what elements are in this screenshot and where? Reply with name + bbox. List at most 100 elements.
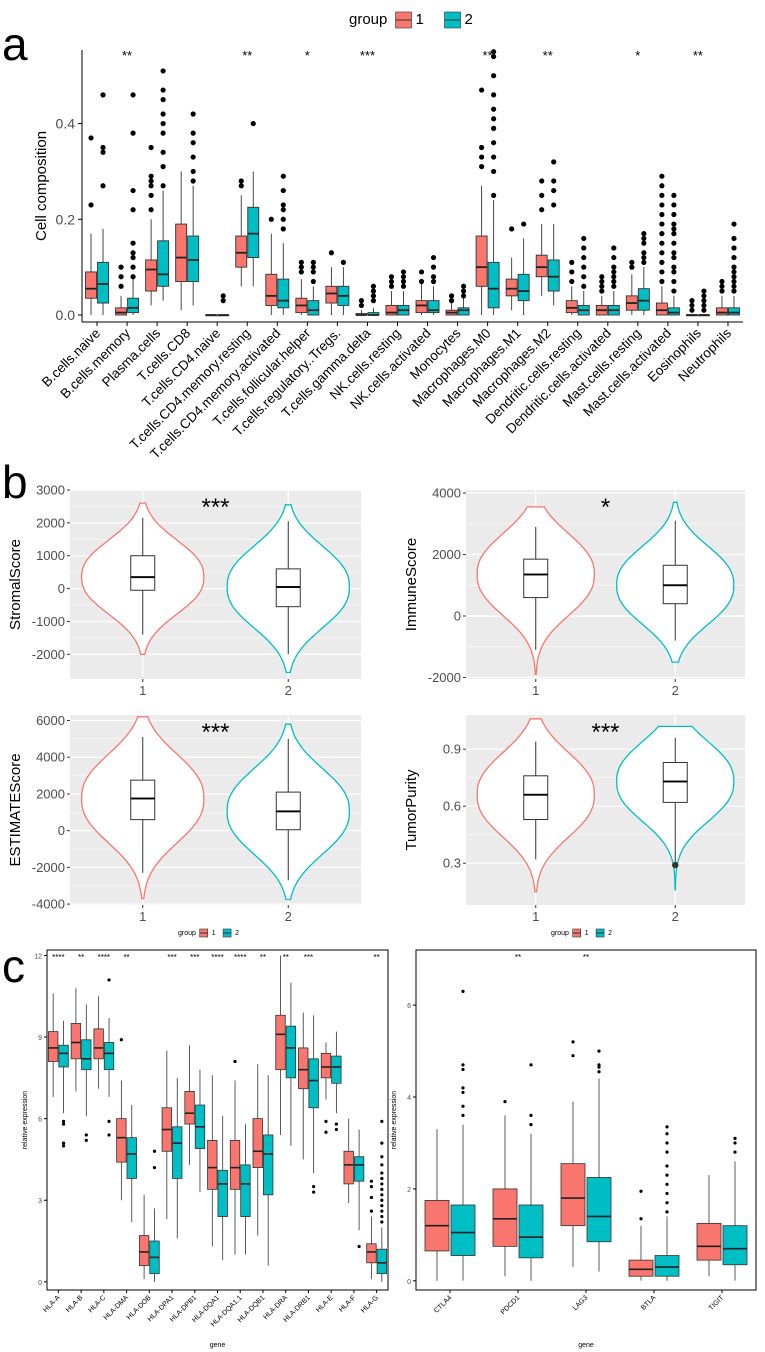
panel-label-a: a [2,18,28,70]
a-outlier-point [731,278,737,285]
legend-title: group [349,11,387,28]
b1-x-tick-label: 2 [285,683,292,698]
a-outlier-point [148,173,154,179]
legend-label-2: 2 [465,11,473,28]
a-outlier-point [388,278,395,285]
c1-outlier-point [152,1166,157,1170]
c1-outlier-point [380,1214,384,1219]
a-outlier-point [671,240,677,246]
c1-HLA-A-g2-box [58,1044,69,1068]
a-outlier-point [370,283,377,289]
a-outlier-point [689,302,695,309]
c1-outlier-point [357,1244,361,1249]
a-outlier-point [641,259,647,265]
a-outlier-point [611,278,617,285]
c2-outlier-point [665,1141,669,1145]
c1-outlier-point [324,1130,328,1134]
a-y-axis-title: Cell composition [33,131,50,241]
a-outlier-point [298,259,304,265]
c1-significance: *** [167,953,176,962]
a-outlier-point [701,288,707,294]
c1-HLA-DMA-g1-box [116,1118,127,1163]
a-outlier-point [430,274,437,280]
panel-label-b: b [2,456,28,508]
a-outlier-point [641,254,647,261]
c2-outlier-point [665,1125,669,1129]
a-Neutrophils-g2-box [728,307,740,316]
b4-x-tick-label: 1 [532,909,539,924]
c1-significance: ** [78,953,84,962]
c1-HLA-DMA-g2-box [126,1137,137,1179]
a-outlier-point [659,250,665,256]
a-outlier-point [671,211,677,218]
a-T.cells.CD8-g1-box [175,223,188,282]
c1-outlier-point [380,1209,384,1213]
a-outlier-point [88,135,94,141]
a-outlier-point [689,298,695,304]
a-outlier-point [460,283,467,289]
a-outlier-point [659,211,665,218]
c1-HLA-B-g1-box [70,1023,82,1060]
b2-y-tick-label: 0 [454,609,461,624]
a-outlier-point [418,269,425,275]
c1-HLA-DQA1-g1-box [207,1140,218,1190]
c2-LAG3-g1-box [560,1163,586,1227]
a-outlier-point [581,235,587,242]
a-outlier-point [611,274,617,280]
b4-y-tick-label: 0.6 [443,799,461,814]
a-outlier-point [671,269,677,275]
c1-HLA-DRB1-g1-box [298,1047,309,1090]
a-outlier-point [130,240,136,246]
b4-outlier-point [672,861,679,869]
a-outlier-point [599,274,605,280]
c1-outlier-point [380,1163,384,1167]
a-NK.cells.activated-g2-box [427,300,440,314]
a-outlier-point [599,288,605,294]
c1-outlier-point [107,978,111,982]
a-outlier-point [310,264,316,270]
c2-outlier-point [639,1189,643,1193]
c2-outlier-point [665,1182,669,1186]
c2-outlier-point [461,1113,465,1118]
c1-y-tick-label: 12 [34,953,42,960]
c2-outlier-point [461,1104,465,1108]
a-outlier-point [448,293,455,299]
a-outlier-point [130,207,136,213]
a-outlier-point [719,283,725,289]
c2-outlier-point [733,1141,737,1145]
b2-x-tick-label: 2 [672,683,679,698]
legend-label-1: 1 [585,930,589,937]
a-outlier-point [521,221,527,227]
panel-b4-plot: 0.3 0.6 0.9 1 2 *** TumorPurity [403,715,745,924]
c1-outlier-point [380,1187,384,1191]
c1-outlier-point [380,1220,384,1224]
a-outlier-point [629,264,635,270]
a-outlier-point [701,298,707,304]
a-T.cells.CD4.memory.activated-g1-box [265,273,278,306]
a-outlier-point [611,254,617,261]
a-outlier-point [701,307,707,313]
a-significance: ** [242,48,252,63]
a-outlier-point [731,235,737,242]
a-outlier-point [268,216,274,222]
a-outlier-point [310,269,316,275]
b2-y-tick-label: 2000 [432,547,461,562]
c2-y-tick-label: 4 [407,1095,411,1102]
c1-outlier-point [380,1141,384,1145]
a-Macrophages.M2-g1-box [535,254,548,278]
b3-y-tick-label: 4000 [36,750,65,765]
c2-significance: ** [583,953,589,962]
c1-outlier-point [380,1204,384,1208]
c2-outlier-point [639,1217,643,1221]
c1-HLA-B-g2-box [81,1039,92,1071]
a-outlier-point [659,202,665,208]
a-outlier-point [118,264,124,270]
a-outlier-point [731,254,737,261]
b3-y-tick-label: 6000 [36,713,65,728]
a-outlier-point [641,235,647,242]
b4-x-tick-label: 2 [672,909,679,924]
a-outlier-point [671,226,677,232]
b1-y-tick-label: 2000 [36,515,65,530]
a-Macrophages.M0-g1-box [475,235,488,287]
